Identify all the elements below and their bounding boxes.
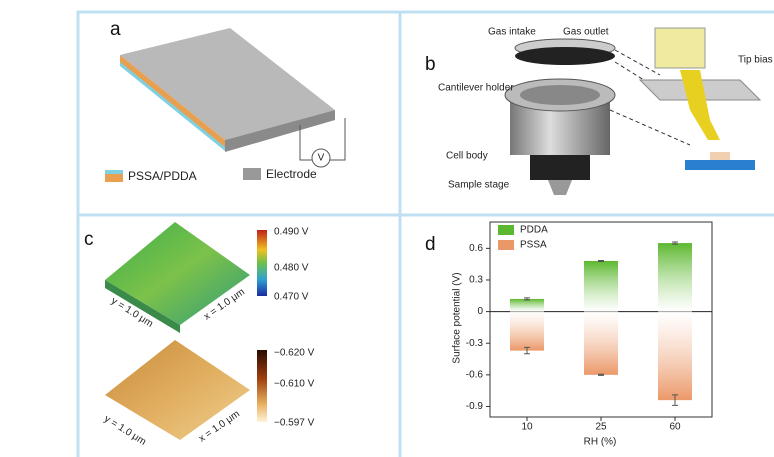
legend-swatch	[498, 225, 514, 235]
colorbar	[257, 350, 267, 422]
y-tick-label: 0.6	[469, 243, 483, 254]
bar	[584, 312, 618, 375]
block	[655, 28, 705, 68]
x-tick-label: 60	[669, 422, 681, 433]
legend-label: PSSA	[520, 240, 547, 251]
meter-label: V	[318, 153, 325, 164]
colorbar-label: −0.597 V	[274, 418, 315, 429]
part-label: Gas intake	[488, 27, 536, 38]
cantilever-holder	[515, 47, 615, 65]
part-label: Cell body	[446, 151, 488, 162]
bar	[584, 261, 618, 312]
sample-stage	[530, 155, 590, 180]
y-axis-title: Surface potential (V)	[452, 272, 463, 363]
panel-c: c 0.490 V 0.480 V 0.470 V y = 1.0 μm x =…	[84, 222, 315, 448]
part-label: Gas outlet	[563, 27, 609, 38]
panel-label: d	[425, 234, 436, 255]
colorbar-label: 0.470 V	[274, 292, 309, 303]
bar	[510, 312, 544, 351]
legend-label: PSSA/PDDA	[128, 169, 197, 183]
part-label: Sample stage	[448, 180, 510, 191]
colorbar-label: −0.620 V	[274, 348, 315, 359]
x-tick-label: 10	[521, 422, 533, 433]
y-tick-label: -0.6	[466, 369, 484, 380]
part-label: Cantilever holder	[438, 83, 514, 94]
cell-body	[520, 85, 600, 105]
colorbar-label: 0.490 V	[274, 227, 309, 238]
colorbar-label: 0.480 V	[274, 263, 309, 274]
legend-swatch	[498, 240, 514, 250]
sample	[710, 152, 730, 160]
axis-label: y = 1.0 μm	[102, 413, 148, 447]
x-axis-title: RH (%)	[584, 437, 617, 448]
y-tick-label: -0.3	[466, 338, 484, 349]
figure: a V PSSA/PDDA Electrode b Gas intake Gas…	[0, 0, 774, 457]
bar	[658, 312, 692, 401]
y-tick-label: 0.3	[469, 275, 483, 286]
panel-a: a V PSSA/PDDA Electrode	[105, 19, 345, 183]
y-tick-label: -0.9	[466, 401, 484, 412]
substrate	[685, 160, 755, 170]
bar	[510, 299, 544, 312]
panel-b: b Gas intake Gas outlet Cantilever holde…	[425, 27, 773, 195]
panel-label: a	[110, 19, 121, 40]
legend-swatch	[105, 170, 123, 174]
sample-stage	[548, 180, 572, 195]
x-tick-label: 25	[595, 422, 607, 433]
panel-label: b	[425, 54, 436, 75]
bar	[658, 243, 692, 312]
legend-label: Electrode	[266, 167, 317, 181]
panel-label: c	[84, 229, 94, 250]
y-tick-label: 0	[477, 306, 483, 317]
legend-label: PDDA	[520, 225, 548, 236]
legend-swatch	[243, 168, 261, 180]
colorbar-label: −0.610 V	[274, 379, 315, 390]
panel-d: d Surface potential (V) RH (%) 0.6 0.3 0 -0…	[425, 222, 712, 448]
colorbar	[257, 230, 267, 296]
part-label: Tip bias	[738, 55, 773, 66]
